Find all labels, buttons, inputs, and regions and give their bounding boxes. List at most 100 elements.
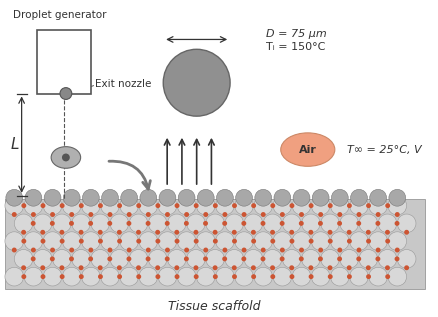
Circle shape xyxy=(5,267,24,286)
Circle shape xyxy=(203,212,208,217)
Circle shape xyxy=(24,267,42,286)
Circle shape xyxy=(320,214,339,233)
Circle shape xyxy=(349,232,367,250)
Circle shape xyxy=(101,189,118,206)
Circle shape xyxy=(100,232,119,250)
Circle shape xyxy=(62,232,81,250)
Text: Droplet generator: Droplet generator xyxy=(13,10,106,20)
Circle shape xyxy=(60,87,72,100)
Circle shape xyxy=(5,196,24,215)
Circle shape xyxy=(368,196,387,215)
Circle shape xyxy=(100,267,119,286)
Circle shape xyxy=(178,189,194,206)
Circle shape xyxy=(139,196,157,215)
Circle shape xyxy=(215,196,234,215)
Circle shape xyxy=(196,232,215,250)
Circle shape xyxy=(279,248,284,252)
Circle shape xyxy=(12,248,17,252)
Circle shape xyxy=(117,230,121,235)
Circle shape xyxy=(155,265,160,270)
Circle shape xyxy=(186,214,205,233)
Circle shape xyxy=(263,249,281,268)
Circle shape xyxy=(358,214,377,233)
Circle shape xyxy=(311,189,328,206)
Circle shape xyxy=(384,230,389,235)
Circle shape xyxy=(71,214,90,233)
Circle shape xyxy=(311,267,329,286)
Ellipse shape xyxy=(51,147,81,168)
Circle shape xyxy=(40,203,46,208)
Circle shape xyxy=(88,212,93,217)
Circle shape xyxy=(129,214,148,233)
Circle shape xyxy=(136,265,141,270)
Circle shape xyxy=(308,230,313,235)
Circle shape xyxy=(174,239,179,243)
Circle shape xyxy=(231,265,236,270)
Circle shape xyxy=(234,267,253,286)
Circle shape xyxy=(126,221,131,226)
Circle shape xyxy=(155,230,160,235)
Circle shape xyxy=(79,203,84,208)
Circle shape xyxy=(193,203,198,208)
Circle shape xyxy=(120,267,138,286)
Circle shape xyxy=(216,189,233,206)
Circle shape xyxy=(69,256,74,261)
Circle shape xyxy=(136,239,141,243)
Circle shape xyxy=(196,196,215,215)
Circle shape xyxy=(318,248,322,252)
Circle shape xyxy=(356,256,360,261)
Circle shape xyxy=(263,214,281,233)
Circle shape xyxy=(79,239,84,243)
Circle shape xyxy=(40,265,45,270)
Circle shape xyxy=(212,203,217,208)
Circle shape xyxy=(336,212,342,217)
Circle shape xyxy=(91,214,110,233)
Bar xyxy=(37,29,91,94)
Circle shape xyxy=(98,239,102,243)
Circle shape xyxy=(98,265,102,270)
Circle shape xyxy=(241,248,246,252)
Circle shape xyxy=(33,249,52,268)
Circle shape xyxy=(244,214,262,233)
Circle shape xyxy=(165,248,170,252)
Circle shape xyxy=(98,230,102,235)
Circle shape xyxy=(107,212,112,217)
Circle shape xyxy=(40,274,46,279)
Circle shape xyxy=(232,274,237,279)
Circle shape xyxy=(167,214,186,233)
Circle shape xyxy=(193,274,198,279)
Circle shape xyxy=(317,221,322,226)
Circle shape xyxy=(336,248,342,252)
Circle shape xyxy=(292,267,310,286)
Circle shape xyxy=(60,239,64,243)
Circle shape xyxy=(139,232,157,250)
Circle shape xyxy=(21,203,26,208)
Circle shape xyxy=(269,230,274,235)
Circle shape xyxy=(88,221,93,226)
Circle shape xyxy=(21,274,26,279)
Circle shape xyxy=(60,203,64,208)
Circle shape xyxy=(174,265,179,270)
Circle shape xyxy=(308,265,313,270)
Circle shape xyxy=(120,196,138,215)
Circle shape xyxy=(21,265,26,270)
Circle shape xyxy=(289,230,293,235)
Circle shape xyxy=(272,196,291,215)
Circle shape xyxy=(155,274,160,279)
Circle shape xyxy=(356,248,360,252)
Circle shape xyxy=(126,256,131,261)
Circle shape xyxy=(62,267,81,286)
Circle shape xyxy=(301,214,319,233)
Circle shape xyxy=(260,248,265,252)
Circle shape xyxy=(385,274,389,279)
Circle shape xyxy=(158,196,177,215)
Circle shape xyxy=(385,203,389,208)
Circle shape xyxy=(327,203,332,208)
Circle shape xyxy=(289,203,294,208)
Circle shape xyxy=(63,189,80,206)
Circle shape xyxy=(174,274,179,279)
Circle shape xyxy=(253,232,272,250)
Circle shape xyxy=(193,230,198,235)
Circle shape xyxy=(62,196,81,215)
Circle shape xyxy=(330,267,348,286)
